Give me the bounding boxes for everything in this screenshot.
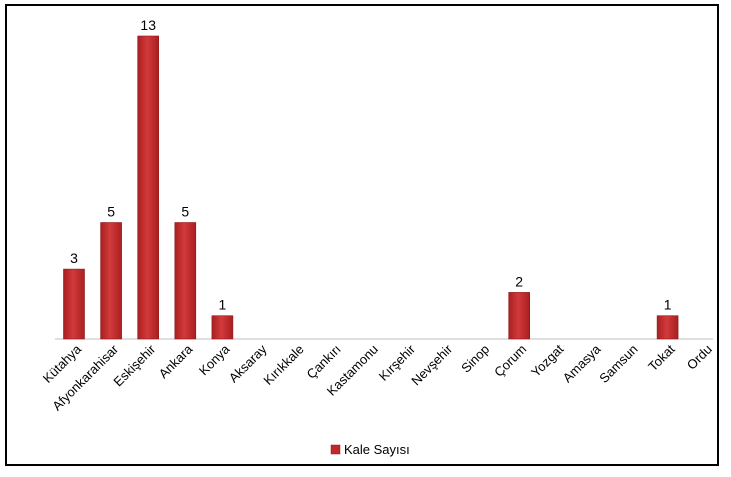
bars-group [63, 35, 679, 340]
data-label-2: 13 [140, 17, 156, 33]
legend: Kale Sayısı [330, 442, 410, 457]
x-tick-label-6: Kırıkkale [260, 342, 306, 388]
data-label-16: 1 [664, 297, 672, 313]
legend-swatch [330, 444, 341, 455]
bar-0 [63, 268, 85, 340]
x-tick-label-10: Nevşehir [408, 341, 455, 388]
x-tick-label-17: Ordu [684, 342, 715, 373]
x-tick-label-3: Ankara [156, 341, 196, 381]
x-tick-label-15: Samsun [596, 342, 640, 386]
data-label-1: 5 [107, 204, 115, 220]
x-tick-label-2: Eskişehir [110, 341, 158, 389]
bar-1 [100, 222, 122, 340]
x-tick-label-14: Amasya [560, 341, 604, 385]
data-label-0: 3 [70, 250, 78, 266]
bar-2 [137, 35, 159, 340]
data-label-3: 5 [181, 204, 189, 220]
legend-label: Kale Sayısı [344, 442, 410, 457]
bar-12 [508, 292, 531, 340]
bar-16 [656, 315, 679, 340]
x-tick-label-12: Çorum [491, 342, 529, 380]
data-label-12: 2 [515, 273, 523, 289]
data-labels-group: 3 5 13 5 1 2 1 [70, 17, 672, 313]
x-tick-label-16: Tokat [645, 341, 678, 374]
data-label-4: 1 [219, 297, 227, 313]
chart-frame [5, 4, 719, 466]
bar-4 [211, 315, 234, 340]
x-tick-label-11: Sinop [458, 342, 492, 376]
bar-3 [174, 222, 197, 340]
